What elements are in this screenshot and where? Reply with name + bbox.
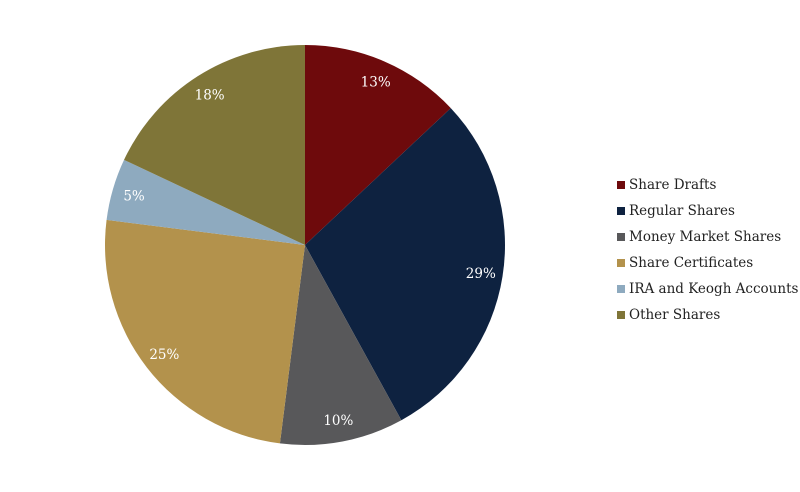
legend-label: Money Market Shares bbox=[629, 229, 782, 245]
legend-label: Share Drafts bbox=[629, 177, 717, 193]
pie-slice bbox=[305, 108, 505, 421]
slice-data-label: 18% bbox=[195, 88, 225, 104]
slice-data-label: 5% bbox=[123, 188, 145, 204]
legend-item: Regular Shares bbox=[617, 198, 798, 224]
pie-slice bbox=[305, 45, 451, 245]
legend-label: Share Certificates bbox=[629, 255, 754, 271]
legend-label: IRA and Keogh Accounts bbox=[629, 281, 799, 297]
legend: Share Drafts Regular Shares Money Market S… bbox=[617, 172, 798, 328]
slice-data-label: 25% bbox=[149, 347, 179, 363]
legend-swatch bbox=[617, 233, 625, 241]
pie-slice bbox=[104, 219, 305, 444]
legend-swatch bbox=[617, 285, 625, 293]
slice-data-label: 29% bbox=[466, 266, 496, 282]
legend-item: Other Shares bbox=[617, 302, 798, 328]
legend-swatch bbox=[617, 311, 625, 319]
slice-data-label: 10% bbox=[323, 413, 353, 429]
legend-swatch bbox=[617, 181, 625, 189]
legend-item: Share Drafts bbox=[617, 172, 798, 198]
legend-label: Regular Shares bbox=[629, 203, 735, 219]
legend-label: Other Shares bbox=[629, 307, 721, 323]
slice-data-label: 13% bbox=[361, 75, 391, 91]
legend-swatch bbox=[617, 207, 625, 215]
legend-item: Money Market Shares bbox=[617, 224, 798, 250]
legend-swatch bbox=[617, 259, 625, 267]
pie-slice bbox=[124, 44, 305, 245]
legend-item: IRA and Keogh Accounts bbox=[617, 276, 798, 302]
pie-slice bbox=[106, 159, 305, 245]
legend-item: Share Certificates bbox=[617, 250, 798, 276]
pie-slice bbox=[279, 245, 402, 445]
